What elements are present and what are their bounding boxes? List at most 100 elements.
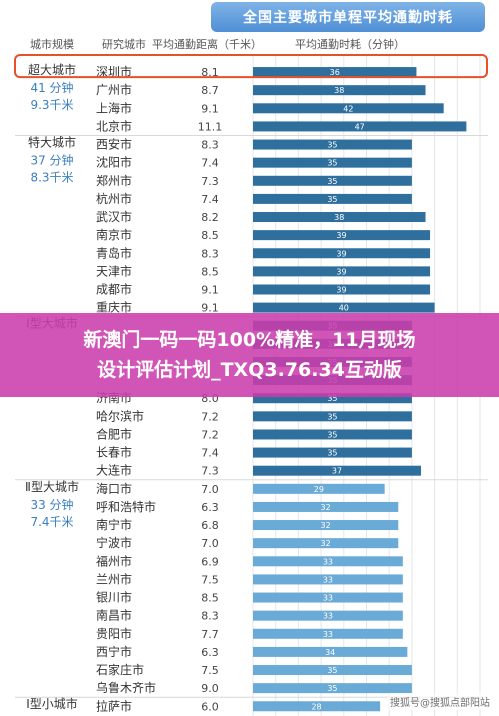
bar bbox=[253, 538, 399, 549]
group-label: 特大城市 bbox=[28, 134, 76, 149]
bar-value-label: 28 bbox=[311, 702, 321, 711]
group-avg-time: 37 分钟 bbox=[30, 152, 73, 167]
group-label: 超大城市 bbox=[28, 62, 76, 77]
bar-value-label: 38 bbox=[334, 213, 344, 222]
bar-value-label: 39 bbox=[336, 286, 346, 295]
city-name: 北京市 bbox=[96, 118, 132, 133]
bar bbox=[253, 393, 412, 404]
commute-distance: 7.4 bbox=[201, 193, 219, 206]
commute-distance: 6.9 bbox=[201, 555, 219, 568]
city-name: 拉萨市 bbox=[96, 698, 132, 713]
bar bbox=[253, 212, 426, 223]
city-name: 南昌市 bbox=[96, 608, 132, 623]
bar-value-label: 35 bbox=[327, 666, 337, 675]
bar-value-label: 32 bbox=[321, 521, 331, 530]
bar-value-label: 35 bbox=[327, 177, 337, 186]
commute-distance: 9.1 bbox=[201, 284, 219, 297]
commute-distance: 7.0 bbox=[201, 537, 219, 550]
bar-value-label: 34 bbox=[325, 648, 335, 657]
bar bbox=[253, 103, 444, 114]
bar bbox=[253, 447, 412, 458]
city-name: 武汉市 bbox=[96, 209, 132, 224]
group-avg-distance: 9.3千米 bbox=[30, 98, 73, 112]
commute-distance: 6.0 bbox=[201, 700, 219, 713]
bar bbox=[253, 175, 412, 186]
commute-distance: 8.2 bbox=[201, 211, 219, 224]
chart-title: 全国主要城市单程平均通勤时耗 bbox=[211, 2, 485, 32]
bar bbox=[253, 665, 412, 676]
group-label: Ⅱ型大城市 bbox=[25, 479, 79, 494]
bar bbox=[253, 501, 399, 512]
city-name: 西宁市 bbox=[96, 644, 132, 659]
city-name: 天津市 bbox=[96, 263, 132, 278]
bar bbox=[253, 230, 431, 241]
city-name: 海口市 bbox=[96, 481, 132, 496]
bar-value-label: 38 bbox=[334, 86, 344, 95]
bar-value-label: 37 bbox=[332, 467, 342, 476]
bar bbox=[253, 574, 403, 585]
bar-value-label: 39 bbox=[336, 231, 346, 240]
commute-distance: 6.3 bbox=[201, 501, 219, 514]
commute-distance: 6.3 bbox=[201, 646, 219, 659]
bar bbox=[253, 139, 412, 150]
bar bbox=[253, 483, 385, 494]
highlight-box bbox=[14, 54, 488, 79]
bar bbox=[253, 266, 431, 277]
bar-value-label: 35 bbox=[327, 684, 337, 693]
bar-value-label: 33 bbox=[323, 630, 333, 639]
city-name: 青岛市 bbox=[96, 245, 132, 260]
bar bbox=[253, 411, 412, 422]
bar-value-label: 35 bbox=[327, 430, 337, 439]
city-name: 合肥市 bbox=[96, 426, 132, 441]
bar-value-label: 47 bbox=[355, 122, 365, 131]
city-name: 广州市 bbox=[96, 82, 132, 97]
bar bbox=[253, 248, 431, 259]
bar bbox=[253, 157, 412, 168]
city-name: 郑州市 bbox=[96, 173, 132, 188]
city-name: 深圳市 bbox=[96, 64, 132, 79]
bar-value-label: 33 bbox=[323, 575, 333, 584]
commute-distance: 8.7 bbox=[201, 84, 219, 97]
commute-distance: 7.5 bbox=[201, 573, 219, 586]
city-name: 上海市 bbox=[96, 100, 132, 115]
banner-line-2: 设计评估计划_TXQ3.76.34互动版 bbox=[97, 359, 402, 381]
bar-value-label: 33 bbox=[323, 557, 333, 566]
bar bbox=[253, 520, 399, 531]
group-avg-distance: 7.4千米 bbox=[30, 515, 73, 529]
city-name: 哈尔滨市 bbox=[96, 408, 144, 423]
commute-distance: 9.0 bbox=[201, 682, 219, 695]
commute-distance: 7.5 bbox=[201, 664, 219, 677]
city-name: 大连市 bbox=[96, 463, 132, 478]
column-header: 城市规模 bbox=[30, 37, 74, 51]
bar bbox=[253, 646, 408, 657]
group-label: Ⅰ型小城市 bbox=[26, 696, 78, 711]
commute-distance: 8.1 bbox=[201, 66, 219, 79]
bar bbox=[253, 193, 412, 204]
commute-distance: 11.1 bbox=[198, 120, 223, 133]
commute-distance: 8.5 bbox=[201, 265, 219, 278]
bar bbox=[253, 85, 426, 96]
commute-distance: 7.4 bbox=[201, 447, 219, 460]
bar bbox=[253, 284, 431, 295]
city-name: 宁波市 bbox=[96, 535, 132, 550]
bar bbox=[253, 701, 381, 712]
commute-distance: 8.3 bbox=[201, 610, 219, 623]
city-name: 沈阳市 bbox=[96, 155, 132, 170]
overlay-banner: 新澳门一码一码100%精准，11月现场 设计评估计划_TXQ3.76.34互动版 bbox=[0, 313, 499, 397]
group-avg-distance: 8.3千米 bbox=[30, 170, 73, 184]
city-name: 福州市 bbox=[96, 553, 132, 568]
bar bbox=[253, 628, 403, 639]
city-name: 南宁市 bbox=[96, 517, 132, 532]
city-name: 南京市 bbox=[96, 227, 132, 242]
commute-distance: 8.5 bbox=[201, 592, 219, 605]
city-name: 贵阳市 bbox=[96, 626, 132, 641]
city-name: 呼和浩特市 bbox=[96, 499, 156, 514]
city-name: 西安市 bbox=[96, 137, 132, 152]
city-name: 石家庄市 bbox=[96, 662, 144, 677]
banner-line-1: 新澳门一码一码100%精准，11月现场 bbox=[83, 329, 416, 351]
commute-distance: 7.3 bbox=[201, 465, 219, 478]
commute-distance: 9.1 bbox=[201, 102, 219, 115]
commute-distance: 8.3 bbox=[201, 139, 219, 152]
bar bbox=[253, 610, 403, 621]
